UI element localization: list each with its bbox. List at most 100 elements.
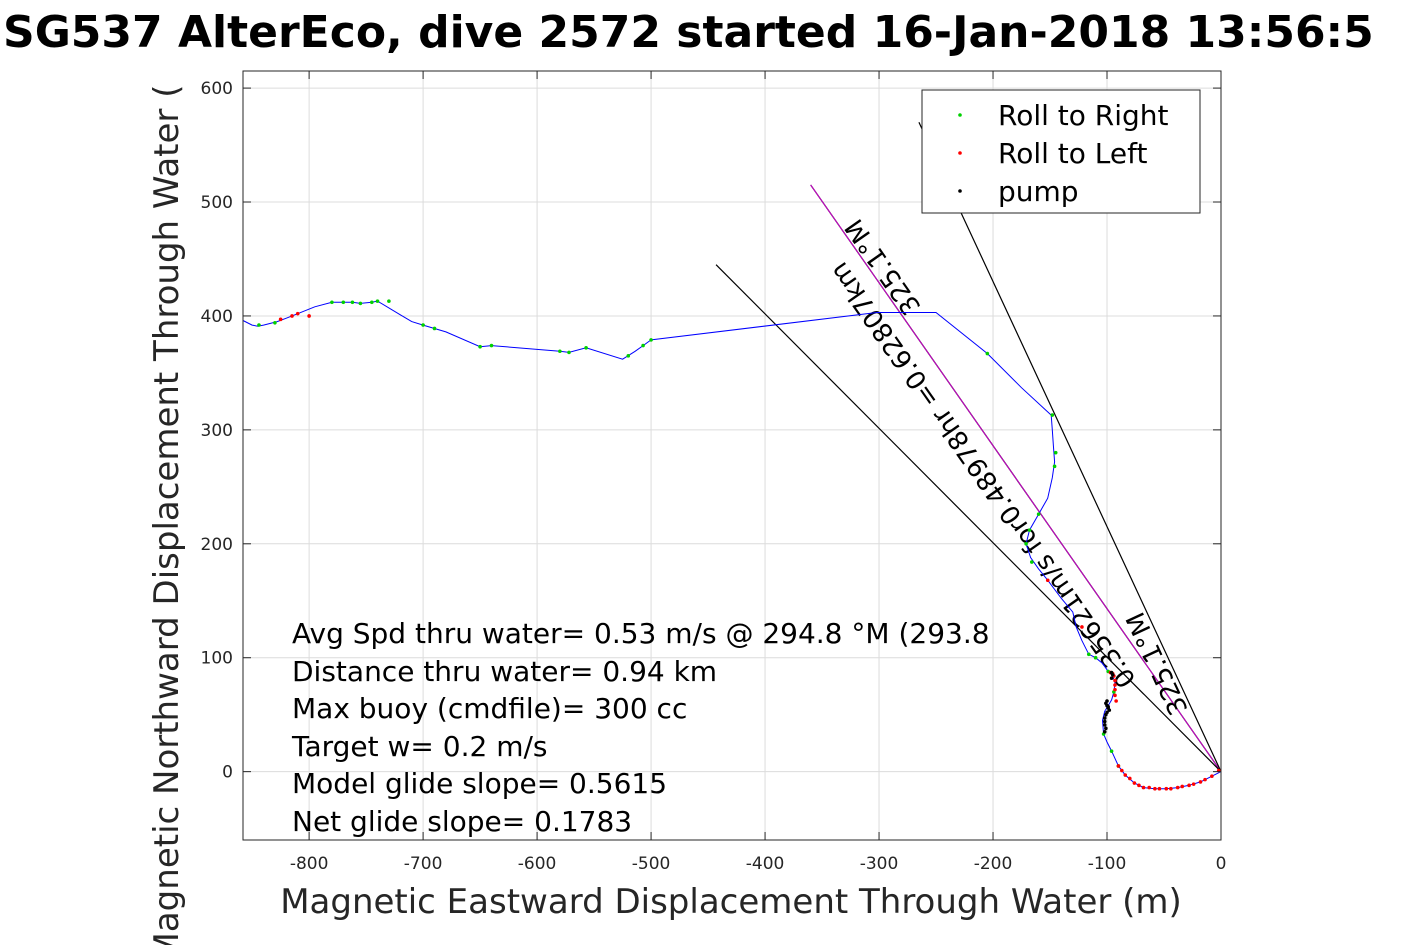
roll-right-point xyxy=(1053,450,1058,455)
roll-left-point xyxy=(1116,764,1121,768)
stat-avg-speed: Avg Spd thru water= 0.53 m/s @ 294.8 °M … xyxy=(292,617,990,650)
y-tick-label: 200 xyxy=(201,535,233,555)
x-tick-label: -300 xyxy=(860,854,899,874)
y-tick-label: 100 xyxy=(201,649,233,669)
roll-left-point xyxy=(1203,777,1207,782)
roll-left-point xyxy=(1164,786,1169,791)
roll-left-point xyxy=(1141,785,1146,790)
legend-label-pump: pump xyxy=(998,175,1079,208)
roll-right-point xyxy=(478,344,482,349)
pump-point xyxy=(1102,719,1107,724)
roll-right-point xyxy=(358,301,363,306)
roll-left-point xyxy=(1113,693,1117,698)
roll-right-point xyxy=(489,343,494,348)
pump-point xyxy=(1106,704,1110,709)
roll-left-point xyxy=(307,314,311,318)
roll-left-point xyxy=(1120,768,1124,773)
stat-model-glide: Model glide slope= 0.5615 xyxy=(292,767,667,800)
x-tick-label: -400 xyxy=(746,854,785,874)
pump-point xyxy=(1104,726,1108,731)
roll-right-point xyxy=(370,300,374,305)
roll-right-point xyxy=(330,300,334,305)
roll-left-point xyxy=(1113,678,1117,683)
roll-right-point xyxy=(626,354,631,358)
roll-left-point xyxy=(1123,773,1128,777)
roll-left-point xyxy=(1191,782,1196,786)
roll-right-point xyxy=(1029,560,1034,564)
roll-left-point xyxy=(1210,774,1214,779)
roll-right-point xyxy=(1024,541,1028,546)
y-tick-label: 300 xyxy=(201,421,233,441)
roll-left-point xyxy=(1137,783,1141,788)
x-axis-label: Magnetic Eastward Displacement Through W… xyxy=(280,882,1182,922)
pump-point xyxy=(1109,670,1114,675)
axis-ticks: -800 -700 -600 -500 -400 -300 -200 -100 0 0 100 200… xyxy=(201,71,1227,874)
roll-right-point xyxy=(421,323,425,327)
roll-right-point xyxy=(387,299,391,303)
roll-right-point xyxy=(1052,464,1057,469)
roll-right-point xyxy=(1109,749,1114,753)
roll-left-point xyxy=(1080,625,1084,629)
x-tick-label: -800 xyxy=(290,854,329,874)
y-axis-label: Magnetic Northward Displacement Through … xyxy=(147,85,187,945)
legend: Roll to Right Roll to Left pump xyxy=(921,89,1201,214)
roll-left-point xyxy=(1180,784,1185,789)
pump-point xyxy=(1105,710,1109,715)
reference-line xyxy=(918,122,1222,772)
roll-left-point xyxy=(1045,578,1050,583)
roll-left-point xyxy=(278,317,283,322)
roll-left-point xyxy=(1132,781,1137,785)
roll-left-point xyxy=(1147,785,1151,790)
legend-label-roll-left: Roll to Left xyxy=(998,137,1147,170)
roll-left-point xyxy=(1175,785,1180,790)
legend-marker-roll-left xyxy=(958,151,962,155)
roll-right-point xyxy=(1027,528,1032,532)
roll-right-point xyxy=(1086,652,1091,657)
roll-right-point xyxy=(350,300,355,305)
y-tick-label: 500 xyxy=(201,193,233,213)
x-tick-label: -700 xyxy=(404,854,443,874)
x-tick-label: 0 xyxy=(1216,854,1227,874)
roll-right-point xyxy=(1050,413,1055,417)
marker-layer xyxy=(257,299,1221,791)
reference-lines xyxy=(715,122,1222,773)
stats-block: Avg Spd thru water= 0.53 m/s @ 294.8 °M … xyxy=(291,617,990,838)
pump-point xyxy=(1102,729,1107,734)
roll-right-point xyxy=(432,326,437,331)
roll-right-point xyxy=(558,349,562,354)
stat-net-glide: Net glide slope= 0.1783 xyxy=(292,805,632,838)
roll-right-point xyxy=(1093,655,1098,660)
legend-marker-pump xyxy=(958,189,962,193)
pump-point xyxy=(1102,723,1107,727)
legend-box xyxy=(921,89,1201,214)
stat-distance: Distance thru water= 0.94 km xyxy=(292,655,717,688)
roll-left-point xyxy=(290,314,294,318)
x-tick-label: -100 xyxy=(1088,854,1127,874)
roll-right-point xyxy=(257,323,261,327)
roll-right-point xyxy=(273,320,277,325)
legend-label-roll-right: Roll to Right xyxy=(998,99,1169,132)
stat-target-w: Target w= 0.2 m/s xyxy=(291,730,548,763)
x-tick-label: -500 xyxy=(632,854,671,874)
reference-line xyxy=(715,264,1222,773)
roll-right-point xyxy=(649,338,653,342)
roll-right-point xyxy=(985,351,990,356)
pump-point xyxy=(1102,716,1107,720)
roll-left-point xyxy=(1157,786,1162,791)
pump-point xyxy=(1105,699,1109,703)
x-tick-label: -600 xyxy=(518,854,557,874)
legend-marker-roll-right xyxy=(958,113,962,117)
chart-title: SG537 AlterEco, dive 2572 started 16-Jan… xyxy=(3,7,1374,58)
roll-right-point xyxy=(1036,512,1041,516)
y-tick-label: 0 xyxy=(222,763,233,783)
roll-left-point xyxy=(1113,683,1117,687)
roll-right-point xyxy=(375,299,380,303)
roll-left-point xyxy=(295,311,300,316)
roll-right-point xyxy=(584,346,588,350)
roll-right-point xyxy=(641,343,645,348)
plot-frame xyxy=(242,70,1222,841)
roll-left-point xyxy=(1198,780,1203,784)
pump-point xyxy=(1109,676,1114,681)
roll-left-point xyxy=(1187,783,1191,788)
